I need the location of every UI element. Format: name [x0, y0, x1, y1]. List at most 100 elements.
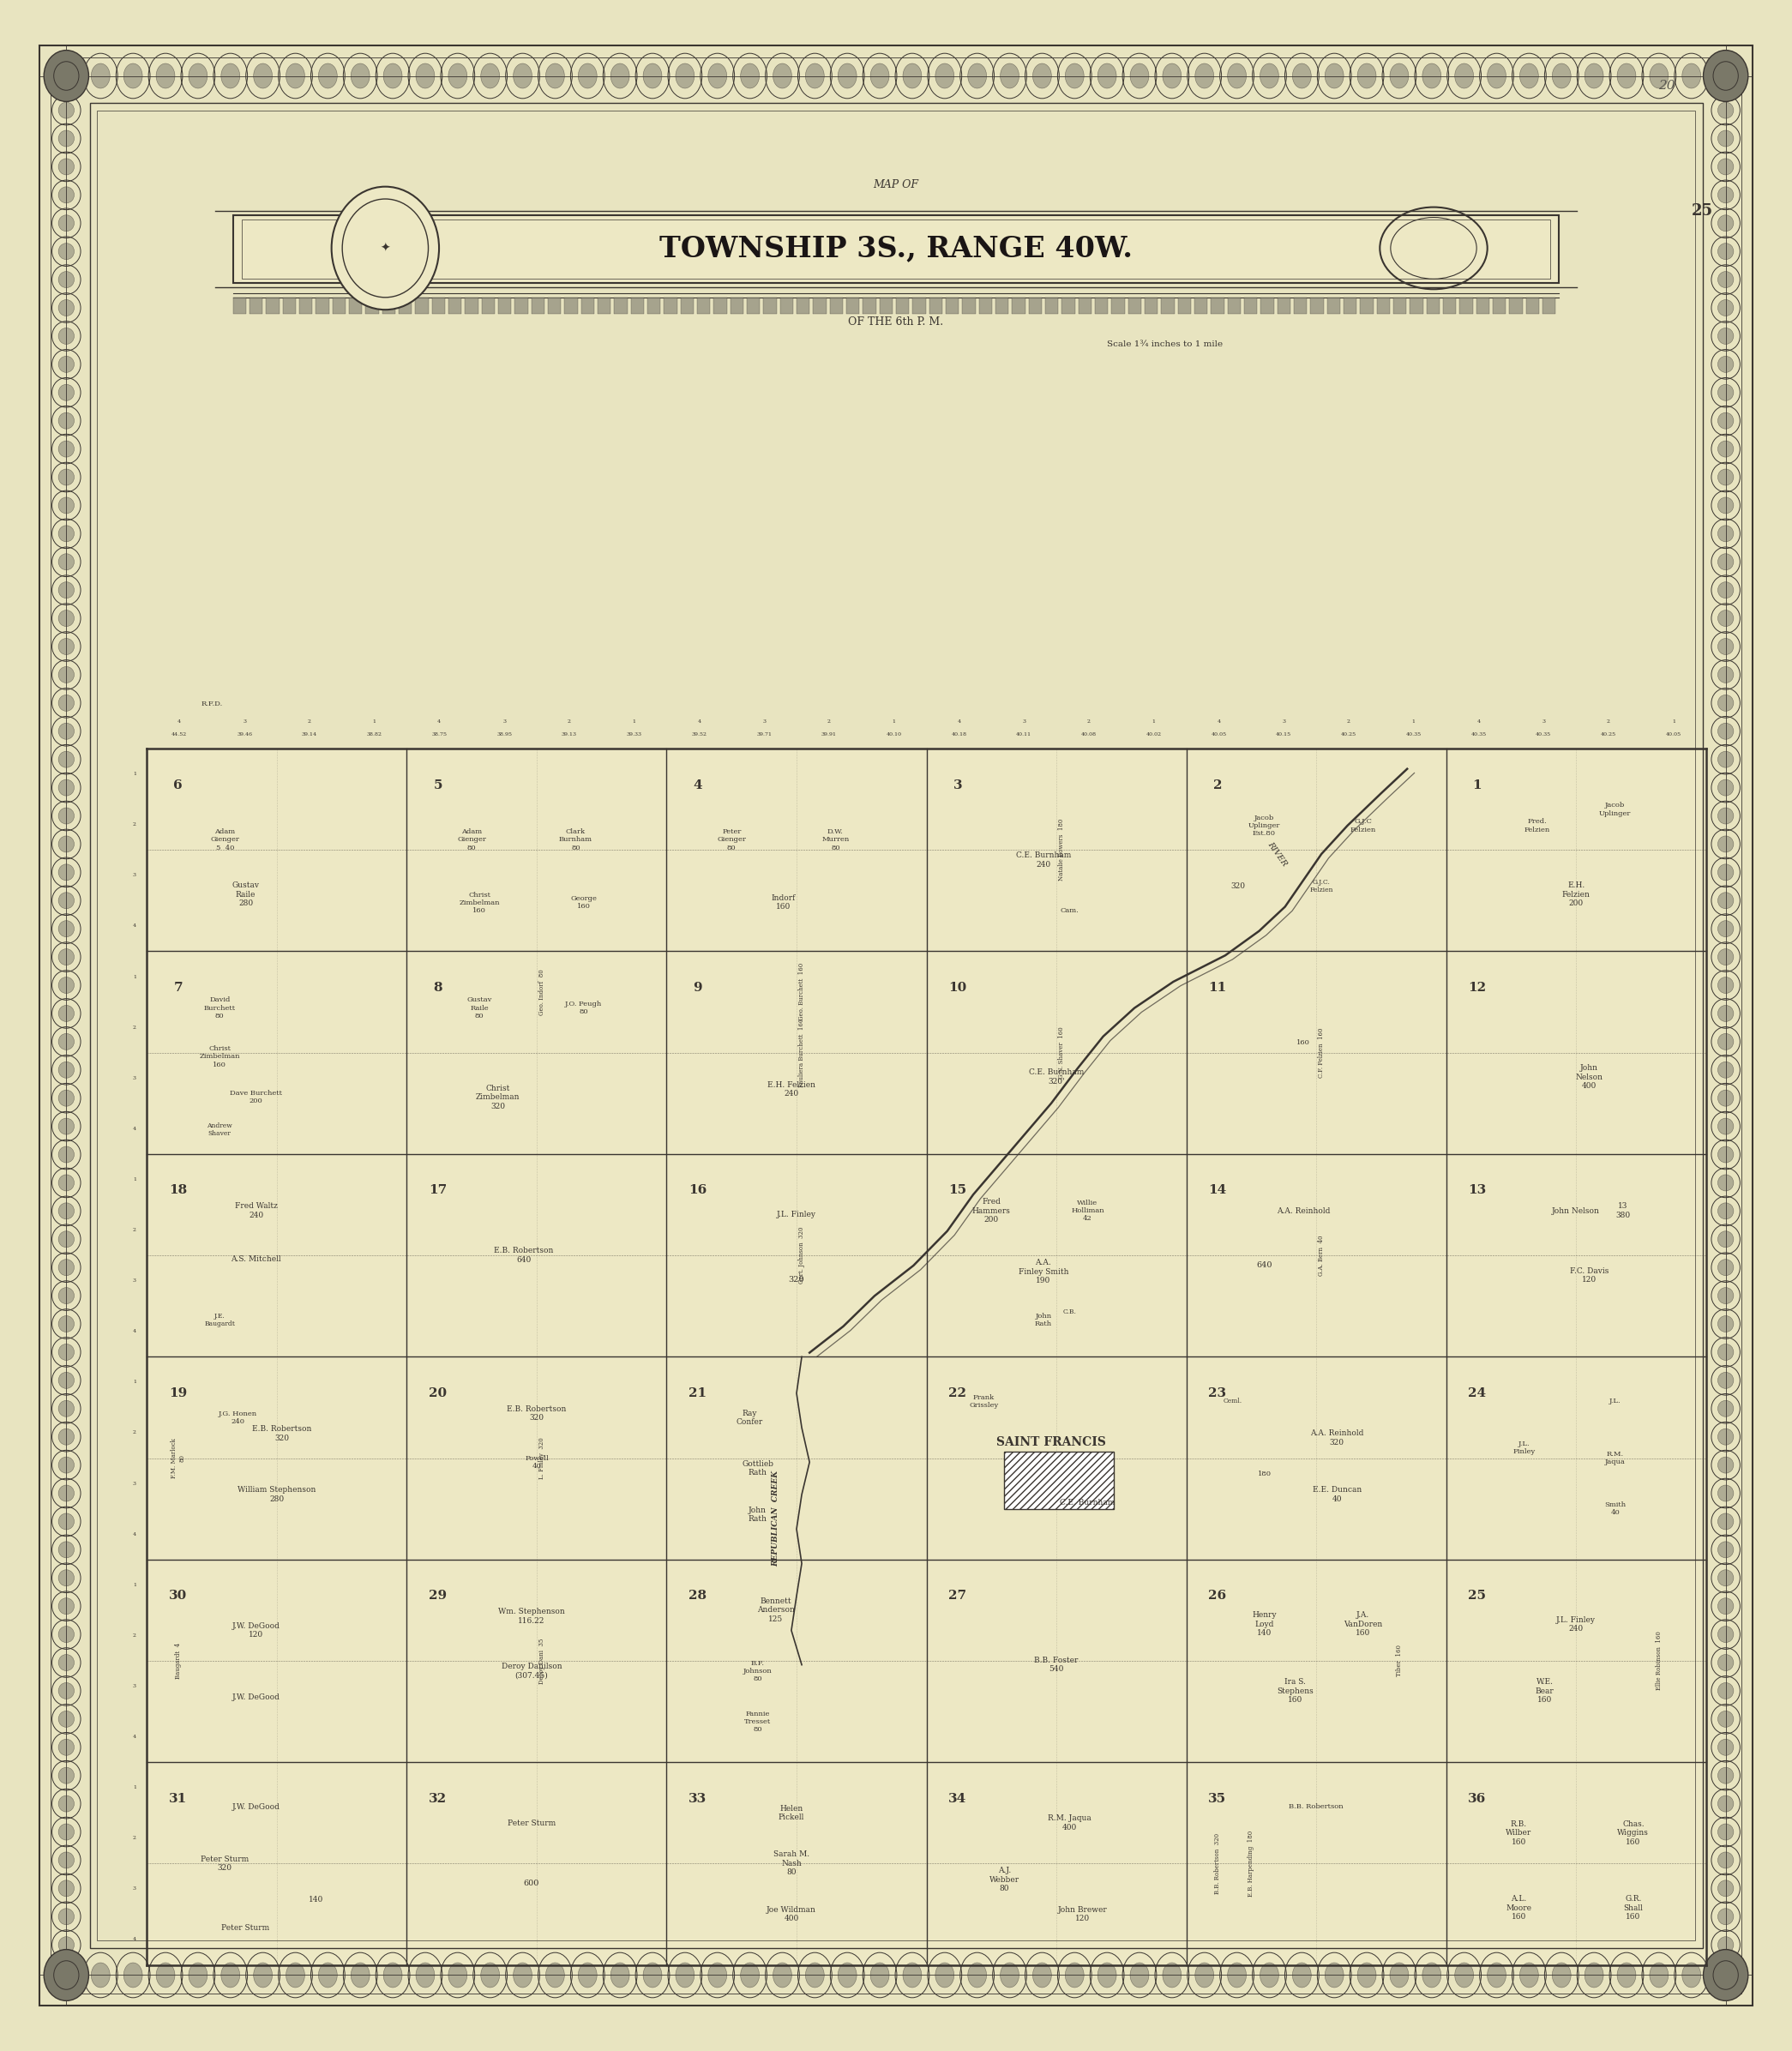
- Ellipse shape: [935, 1963, 953, 1987]
- Bar: [249, 297, 263, 314]
- Text: Willie
Holliman
42: Willie Holliman 42: [1072, 1200, 1104, 1222]
- Text: 3: 3: [1281, 720, 1285, 724]
- Text: Deroy Dani  35: Deroy Dani 35: [538, 1639, 545, 1684]
- Text: 640: 640: [1256, 1261, 1272, 1270]
- Ellipse shape: [676, 64, 694, 88]
- Ellipse shape: [59, 187, 73, 203]
- Ellipse shape: [1719, 1514, 1733, 1530]
- Ellipse shape: [124, 64, 142, 88]
- Bar: [1278, 297, 1290, 314]
- Bar: [233, 297, 246, 314]
- Bar: [448, 297, 462, 314]
- Ellipse shape: [1719, 1430, 1733, 1446]
- Text: 320: 320: [788, 1276, 805, 1284]
- Ellipse shape: [59, 1682, 73, 1698]
- Ellipse shape: [1064, 64, 1084, 88]
- Ellipse shape: [1719, 412, 1733, 429]
- Ellipse shape: [416, 64, 435, 88]
- Ellipse shape: [579, 64, 597, 88]
- Bar: [1410, 297, 1423, 314]
- Text: 1: 1: [892, 720, 896, 724]
- Ellipse shape: [1520, 1963, 1539, 1987]
- Ellipse shape: [59, 808, 73, 825]
- Ellipse shape: [1719, 271, 1733, 287]
- Text: 1: 1: [133, 1784, 136, 1791]
- Ellipse shape: [839, 1963, 857, 1987]
- Text: A.L.
Moore
160: A.L. Moore 160: [1505, 1895, 1532, 1922]
- Ellipse shape: [611, 64, 629, 88]
- Text: Sarah M.
Nash
80: Sarah M. Nash 80: [774, 1850, 810, 1877]
- Ellipse shape: [59, 837, 73, 853]
- Ellipse shape: [1719, 1259, 1733, 1276]
- Text: John
Rath: John Rath: [747, 1507, 767, 1524]
- Text: 13: 13: [1468, 1185, 1486, 1196]
- Ellipse shape: [1584, 64, 1604, 88]
- Text: J.L. Finley
240: J.L. Finley 240: [1555, 1616, 1597, 1633]
- Ellipse shape: [839, 64, 857, 88]
- Ellipse shape: [1487, 64, 1505, 88]
- Ellipse shape: [220, 1963, 240, 1987]
- Bar: [946, 297, 959, 314]
- Text: Bennett
Anderson
125: Bennett Anderson 125: [756, 1598, 794, 1622]
- Ellipse shape: [1260, 64, 1279, 88]
- Text: 2: 2: [1088, 720, 1091, 724]
- Text: 4: 4: [133, 1938, 136, 1942]
- Ellipse shape: [676, 1963, 694, 1987]
- Text: Cam.: Cam.: [1061, 907, 1079, 915]
- Ellipse shape: [1719, 638, 1733, 654]
- Bar: [416, 297, 428, 314]
- Ellipse shape: [1357, 1963, 1376, 1987]
- Text: 31: 31: [168, 1793, 186, 1805]
- Ellipse shape: [1000, 64, 1020, 88]
- Text: 6: 6: [174, 779, 183, 792]
- Text: W.E.
Bear
160: W.E. Bear 160: [1536, 1678, 1554, 1704]
- Ellipse shape: [579, 1963, 597, 1987]
- Text: C.F. Felzien  160: C.F. Felzien 160: [1317, 1028, 1324, 1077]
- Bar: [333, 297, 346, 314]
- Bar: [400, 297, 412, 314]
- Text: R.M. Jaqua
400: R.M. Jaqua 400: [1048, 1815, 1091, 1832]
- Ellipse shape: [59, 695, 73, 712]
- Ellipse shape: [1163, 1963, 1181, 1987]
- Ellipse shape: [287, 1963, 305, 1987]
- Ellipse shape: [1719, 921, 1733, 937]
- Text: 39.52: 39.52: [692, 732, 706, 736]
- Text: 39.14: 39.14: [301, 732, 317, 736]
- Ellipse shape: [805, 64, 824, 88]
- Ellipse shape: [1195, 64, 1213, 88]
- Text: 22: 22: [948, 1386, 966, 1399]
- Bar: [514, 297, 529, 314]
- Text: 21: 21: [688, 1386, 706, 1399]
- Ellipse shape: [1719, 863, 1733, 880]
- Text: 3: 3: [133, 874, 136, 878]
- Text: RIVER: RIVER: [1265, 841, 1288, 868]
- Bar: [1493, 297, 1505, 314]
- Bar: [1111, 297, 1125, 314]
- Bar: [1344, 297, 1357, 314]
- Ellipse shape: [1719, 1711, 1733, 1727]
- Bar: [1443, 297, 1457, 314]
- Ellipse shape: [1032, 1963, 1052, 1987]
- Bar: [928, 297, 943, 314]
- Ellipse shape: [59, 1089, 73, 1105]
- Ellipse shape: [772, 1963, 792, 1987]
- Text: Gottlieb
Rath: Gottlieb Rath: [742, 1460, 774, 1477]
- Text: J.L.
Finley: J.L. Finley: [1512, 1440, 1536, 1456]
- Text: 39.13: 39.13: [561, 732, 577, 736]
- Text: C.B.: C.B.: [1063, 1309, 1077, 1315]
- Ellipse shape: [59, 1711, 73, 1727]
- Text: J.W. DeGood: J.W. DeGood: [233, 1694, 280, 1700]
- Text: C.E. Burnham
240: C.E. Burnham 240: [1016, 851, 1072, 868]
- Ellipse shape: [1719, 1598, 1733, 1614]
- Ellipse shape: [351, 1963, 369, 1987]
- Text: 4: 4: [133, 1532, 136, 1536]
- Ellipse shape: [59, 1852, 73, 1868]
- Bar: [1376, 297, 1391, 314]
- Ellipse shape: [1719, 1485, 1733, 1501]
- Text: Gustav
Raile
280: Gustav Raile 280: [231, 882, 260, 907]
- Ellipse shape: [416, 1963, 435, 1987]
- Bar: [814, 297, 826, 314]
- Text: Gustav
Raile
80: Gustav Raile 80: [468, 997, 493, 1019]
- Text: B.B. Robertson  320: B.B. Robertson 320: [1213, 1834, 1220, 1893]
- Text: 2: 2: [828, 720, 831, 724]
